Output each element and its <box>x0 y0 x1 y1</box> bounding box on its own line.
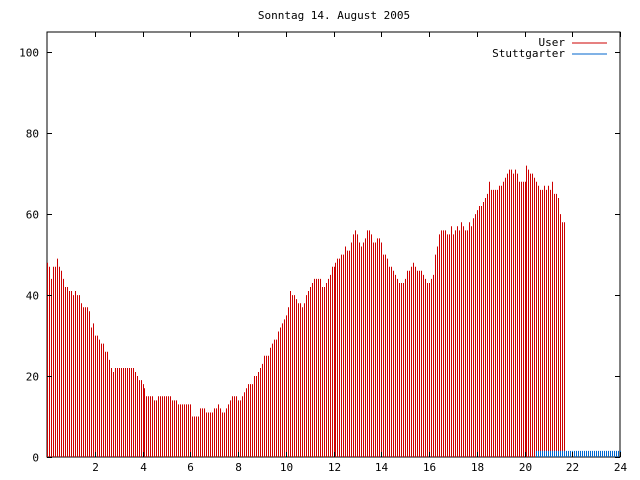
legend-label-stuttgarter: Stuttgarter <box>492 47 565 60</box>
y-tick-label: 60 <box>26 209 39 222</box>
x-tick-label: 14 <box>375 461 389 474</box>
y-tick-label: 0 <box>32 452 39 465</box>
x-tick-label: 18 <box>471 461 484 474</box>
x-tick-label: 12 <box>328 461 341 474</box>
x-tick-label: 4 <box>140 461 147 474</box>
chart-title: Sonntag 14. August 2005 <box>258 9 410 22</box>
x-tick-label: 8 <box>235 461 242 474</box>
bars-group <box>47 165 621 457</box>
x-tick-label: 22 <box>566 461 579 474</box>
x-tick-label: 24 <box>614 461 628 474</box>
x-tick-label: 20 <box>519 461 532 474</box>
x-tick-label: 10 <box>280 461 293 474</box>
y-tick-label: 40 <box>26 290 39 303</box>
y-tick-label: 100 <box>19 47 39 60</box>
plot-frame <box>46 31 621 458</box>
y-tick-label: 20 <box>26 371 39 384</box>
x-tick-label: 6 <box>187 461 194 474</box>
x-tick-label: 2 <box>92 461 99 474</box>
x-tick-label: 16 <box>423 461 436 474</box>
y-tick-label: 80 <box>26 128 39 141</box>
legend: User Stuttgarter <box>492 36 607 60</box>
legend-label-user: User <box>539 36 566 49</box>
